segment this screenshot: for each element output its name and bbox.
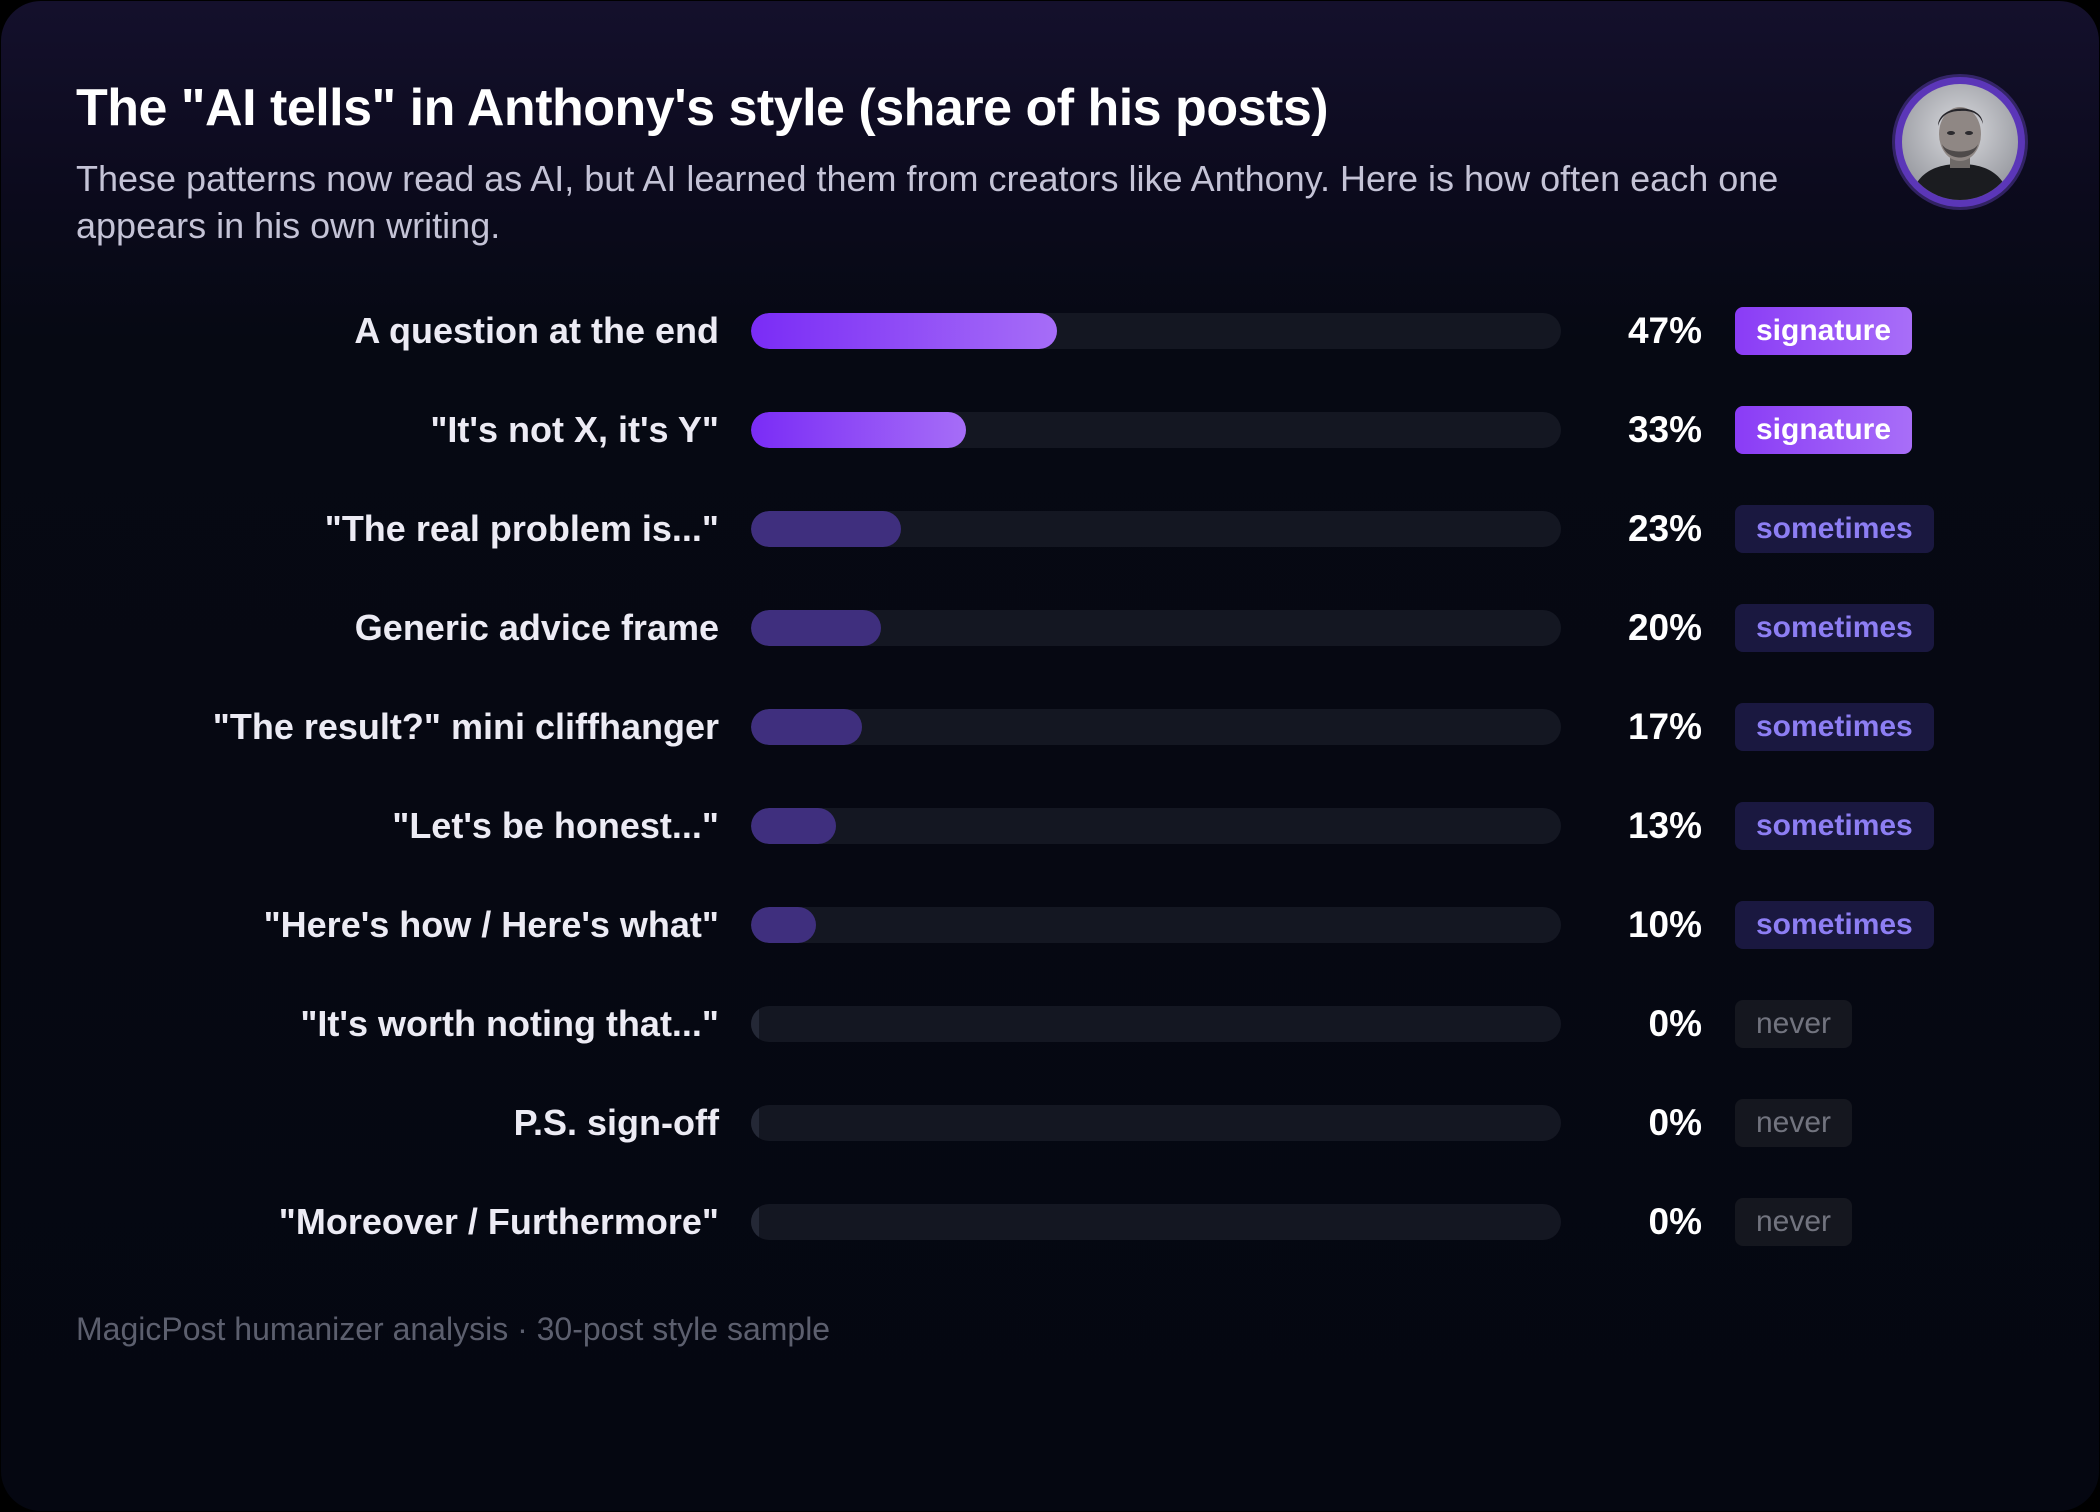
category-label: "Here's how / Here's what"	[263, 904, 719, 945]
chart-subtitle: These patterns now read as AI, but AI le…	[76, 158, 1779, 246]
bar-track	[751, 808, 1561, 844]
bar	[751, 1204, 759, 1240]
bar-track	[751, 313, 1561, 349]
bar	[751, 907, 816, 943]
bar	[751, 709, 862, 745]
value-label: 10%	[1627, 904, 1702, 945]
bar-track	[751, 610, 1561, 646]
avatar	[1895, 77, 2025, 207]
category-label: "It's not X, it's Y"	[430, 409, 719, 450]
bar	[751, 313, 1057, 349]
bar	[751, 808, 836, 844]
category-label: P.S. sign-off	[513, 1102, 719, 1143]
tier-badge: never	[1735, 1198, 1853, 1246]
tier-badge: sometimes	[1735, 901, 1934, 949]
tier-badge: signature	[1735, 406, 1913, 454]
tier-badge: sometimes	[1735, 604, 1934, 652]
bar-track	[751, 709, 1561, 745]
tier-badge: signature	[1735, 307, 1913, 355]
value-label: 23%	[1627, 508, 1702, 549]
bar-track	[751, 907, 1561, 943]
bar-track	[751, 412, 1561, 448]
value-label: 20%	[1627, 607, 1702, 648]
tier-badge: sometimes	[1735, 505, 1934, 553]
bar-track	[751, 1204, 1561, 1240]
category-label: Generic advice frame	[354, 607, 719, 648]
value-label: 0%	[1648, 1102, 1702, 1143]
bar-track	[751, 511, 1561, 547]
bar	[751, 1105, 759, 1141]
category-label: A question at the end	[354, 310, 719, 351]
category-label: "Moreover / Furthermore"	[278, 1201, 719, 1242]
value-label: 33%	[1627, 409, 1702, 450]
value-label: 0%	[1648, 1003, 1702, 1044]
value-label: 13%	[1627, 805, 1702, 846]
tier-badge: never	[1735, 1000, 1853, 1048]
person-portrait-icon	[1902, 84, 2018, 200]
bar-track	[751, 1105, 1561, 1141]
tier-badge: never	[1735, 1099, 1853, 1147]
bar	[751, 511, 901, 547]
bar	[751, 1006, 759, 1042]
category-label: "Let's be honest..."	[392, 805, 719, 846]
bar	[751, 610, 881, 646]
value-label: 17%	[1627, 706, 1702, 747]
value-label: 0%	[1648, 1201, 1702, 1242]
tier-badge: sometimes	[1735, 802, 1934, 850]
category-label: "It's worth noting that..."	[300, 1003, 719, 1044]
value-label: 47%	[1627, 310, 1702, 351]
category-label: "The result?" mini cliffhanger	[212, 706, 719, 747]
tier-badge: sometimes	[1735, 703, 1934, 751]
chart-title: The "AI tells" in Anthony's style (share…	[76, 79, 1329, 137]
bar-track	[751, 1006, 1561, 1042]
bar	[751, 412, 966, 448]
category-label: "The real problem is..."	[324, 508, 719, 549]
source-footnote: MagicPost humanizer analysis · 30-post s…	[76, 1311, 831, 1347]
